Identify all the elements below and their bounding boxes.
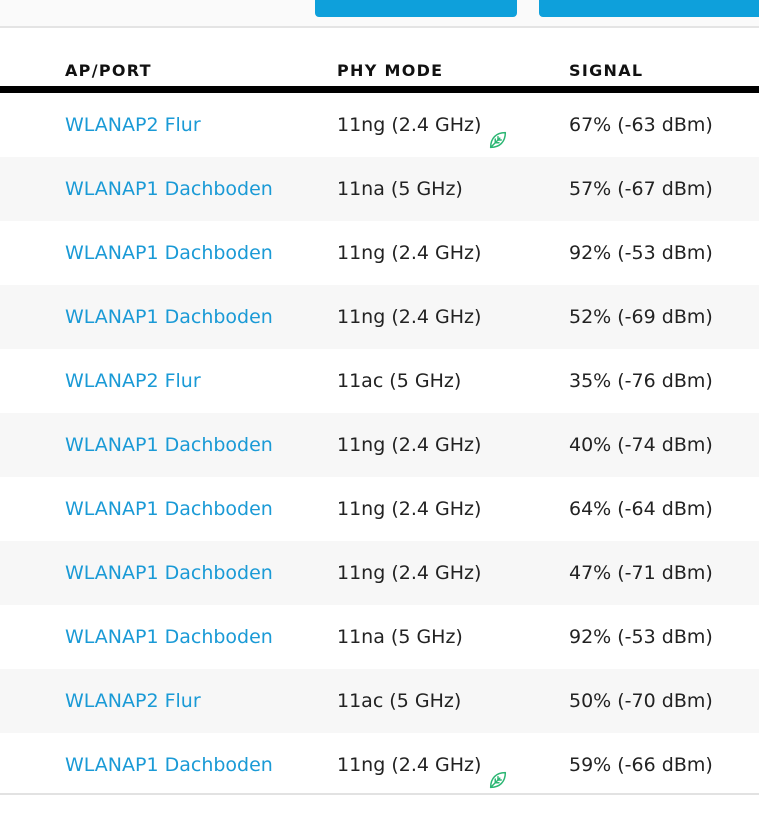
column-header-phy-mode[interactable]: PHY MODE bbox=[337, 61, 444, 80]
table-row[interactable]: WLANAP2 Flur 11ng (2.4 GHz) 67% (-63 dBm) bbox=[0, 93, 759, 157]
ap-port-link[interactable]: WLANAP1 Dachboden bbox=[65, 434, 273, 456]
phy-mode-text: 11na (5 GHz) bbox=[337, 178, 463, 200]
phy-mode-text: 11ng (2.4 GHz) bbox=[337, 754, 482, 776]
signal-cell: 59% (-66 dBm) bbox=[569, 754, 713, 776]
table-row[interactable]: WLANAP1 Dachboden 11ng (2.4 GHz) 52% (-69 … bbox=[0, 285, 759, 349]
ap-port-link[interactable]: WLANAP1 Dachboden bbox=[65, 754, 273, 776]
signal-cell: 67% (-63 dBm) bbox=[569, 114, 713, 136]
ap-port-link[interactable]: WLANAP1 Dachboden bbox=[65, 562, 273, 584]
phy-mode-text: 11ng (2.4 GHz) bbox=[337, 242, 482, 264]
phy-mode-text: 11ng (2.4 GHz) bbox=[337, 498, 482, 520]
signal-cell: 64% (-64 dBm) bbox=[569, 498, 713, 520]
ap-port-link[interactable]: WLANAP1 Dachboden bbox=[65, 306, 273, 328]
table-row[interactable]: WLANAP2 Flur 11ac (5 GHz) 35% (-76 dBm) bbox=[0, 349, 759, 413]
ap-port-link[interactable]: WLANAP2 Flur bbox=[65, 114, 201, 136]
ap-port-link[interactable]: WLANAP1 Dachboden bbox=[65, 242, 273, 264]
phy-mode-cell: 11ng (2.4 GHz) bbox=[337, 541, 481, 605]
table-row[interactable]: WLANAP2 Flur 11ac (5 GHz) 50% (-70 dBm) bbox=[0, 669, 759, 733]
phy-mode-cell: 11ac (5 GHz) bbox=[337, 669, 461, 733]
table-row[interactable]: WLANAP1 Dachboden 11na (5 GHz) 92% (-53 dB… bbox=[0, 605, 759, 669]
signal-cell: 40% (-74 dBm) bbox=[569, 434, 713, 456]
leaf-icon bbox=[487, 753, 509, 788]
phy-mode-text: 11ng (2.4 GHz) bbox=[337, 306, 482, 328]
phy-mode-cell: 11ng (2.4 GHz) bbox=[337, 413, 481, 477]
phy-mode-cell: 11ac (5 GHz) bbox=[337, 349, 461, 413]
phy-mode-cell: 11ng (2.4 GHz) bbox=[337, 93, 509, 157]
phy-mode-cell: 11ng (2.4 GHz) bbox=[337, 477, 481, 541]
table-row[interactable]: WLANAP1 Dachboden 11ng (2.4 GHz) 59% (-66 … bbox=[0, 733, 759, 797]
toolbar-button-left[interactable] bbox=[315, 0, 517, 17]
signal-cell: 47% (-71 dBm) bbox=[569, 562, 713, 584]
table-header: AP/PORT PHY MODE SIGNAL bbox=[0, 28, 759, 86]
signal-cell: 50% (-70 dBm) bbox=[569, 690, 713, 712]
ap-port-link[interactable]: WLANAP1 Dachboden bbox=[65, 626, 273, 648]
table-bottom-divider bbox=[0, 793, 759, 795]
signal-cell: 35% (-76 dBm) bbox=[569, 370, 713, 392]
ap-port-link[interactable]: WLANAP1 Dachboden bbox=[65, 178, 273, 200]
header-divider bbox=[0, 86, 759, 93]
phy-mode-text: 11na (5 GHz) bbox=[337, 626, 463, 648]
phy-mode-text: 11ng (2.4 GHz) bbox=[337, 434, 482, 456]
toolbar-button-right[interactable] bbox=[539, 0, 759, 17]
signal-cell: 92% (-53 dBm) bbox=[569, 242, 713, 264]
leaf-icon bbox=[487, 113, 509, 148]
phy-mode-text: 11ac (5 GHz) bbox=[337, 690, 462, 712]
table-row[interactable]: WLANAP1 Dachboden 11ng (2.4 GHz) 47% (-71 … bbox=[0, 541, 759, 605]
signal-cell: 52% (-69 dBm) bbox=[569, 306, 713, 328]
signal-cell: 57% (-67 dBm) bbox=[569, 178, 713, 200]
signal-cell: 92% (-53 dBm) bbox=[569, 626, 713, 648]
phy-mode-cell: 11ng (2.4 GHz) bbox=[337, 221, 481, 285]
column-header-ap-port[interactable]: AP/PORT bbox=[65, 61, 152, 80]
phy-mode-cell: 11na (5 GHz) bbox=[337, 605, 463, 669]
phy-mode-cell: 11ng (2.4 GHz) bbox=[337, 733, 509, 797]
phy-mode-text: 11ng (2.4 GHz) bbox=[337, 114, 482, 136]
ap-port-link[interactable]: WLANAP2 Flur bbox=[65, 370, 201, 392]
table-row[interactable]: WLANAP1 Dachboden 11ng (2.4 GHz) 64% (-64 … bbox=[0, 477, 759, 541]
table-body: WLANAP2 Flur 11ng (2.4 GHz) 67% (-63 dBm) W… bbox=[0, 93, 759, 797]
phy-mode-cell: 11ng (2.4 GHz) bbox=[337, 285, 481, 349]
table-row[interactable]: WLANAP1 Dachboden 11ng (2.4 GHz) 92% (-53 … bbox=[0, 221, 759, 285]
ap-port-link[interactable]: WLANAP1 Dachboden bbox=[65, 498, 273, 520]
phy-mode-text: 11ac (5 GHz) bbox=[337, 370, 462, 392]
toolbar bbox=[0, 0, 759, 28]
table-row[interactable]: WLANAP1 Dachboden 11ng (2.4 GHz) 40% (-74 … bbox=[0, 413, 759, 477]
table-row[interactable]: WLANAP1 Dachboden 11na (5 GHz) 57% (-67 dB… bbox=[0, 157, 759, 221]
column-header-signal[interactable]: SIGNAL bbox=[569, 61, 644, 80]
phy-mode-text: 11ng (2.4 GHz) bbox=[337, 562, 482, 584]
ap-port-link[interactable]: WLANAP2 Flur bbox=[65, 690, 201, 712]
phy-mode-cell: 11na (5 GHz) bbox=[337, 157, 463, 221]
